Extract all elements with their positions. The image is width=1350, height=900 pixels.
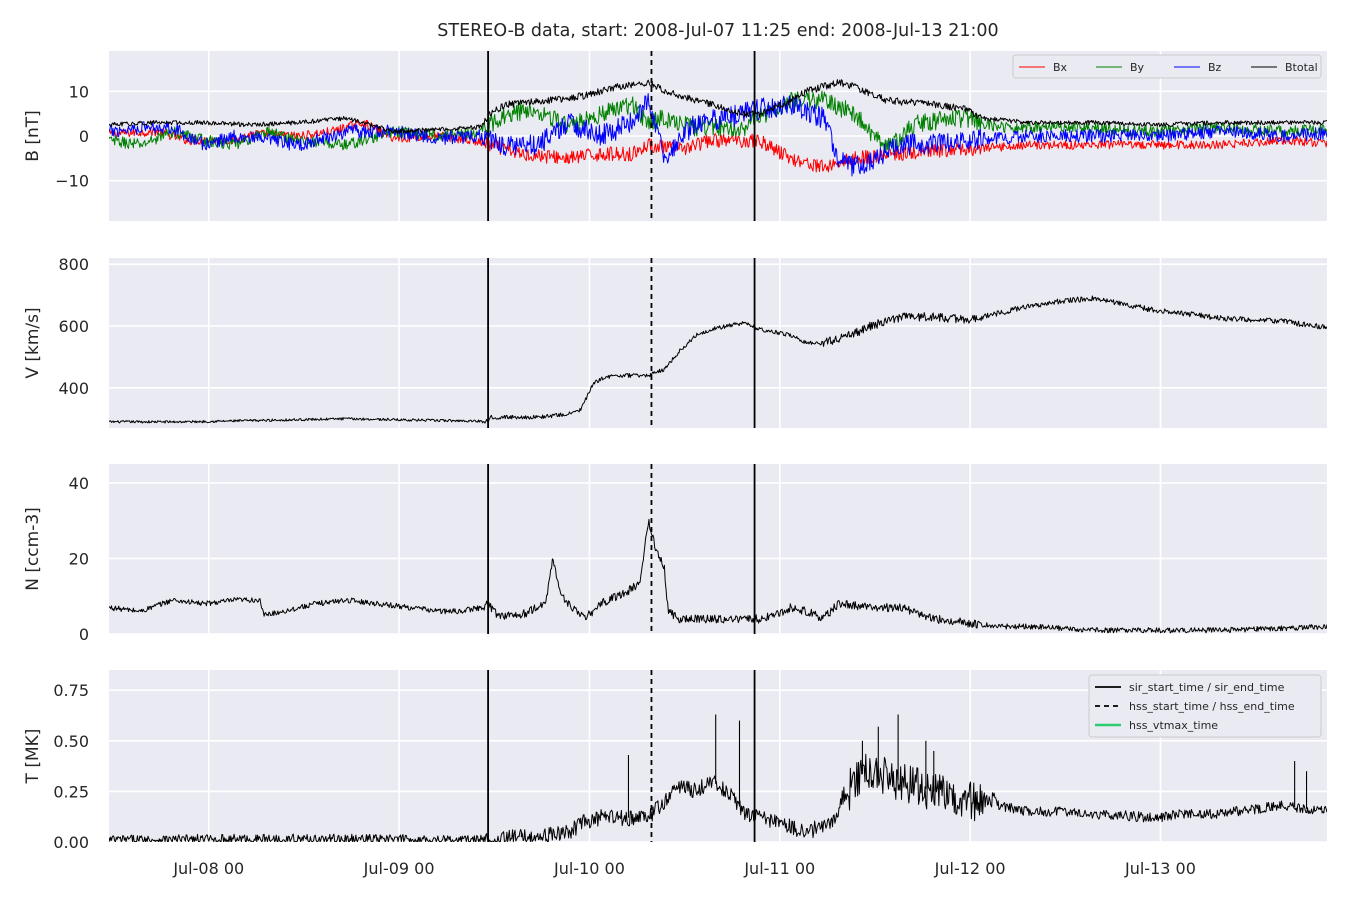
y-tick-label: 10 — [69, 82, 89, 101]
y-axis-label: B [nT] — [23, 110, 43, 162]
y-tick-label: 0.50 — [53, 732, 89, 751]
legend-box — [1012, 54, 1322, 79]
y-tick-label: 0 — [79, 127, 89, 146]
series-line-bz — [109, 93, 1327, 177]
legend-label: hss_start_time / hss_end_time — [1129, 700, 1295, 713]
y-tick-label: 0.75 — [53, 681, 89, 700]
x-tick-label: Jul-11 00 — [743, 859, 815, 878]
series-group — [109, 295, 1327, 424]
y-tick-label: 600 — [58, 317, 89, 336]
legend-label: By — [1130, 61, 1145, 74]
x-tick-label: Jul-08 00 — [172, 859, 244, 878]
series-line-btotal — [109, 79, 1327, 134]
plot-background — [109, 258, 1327, 428]
series-line-t — [109, 753, 1327, 842]
y-tick-label: 800 — [58, 255, 89, 274]
y-tick-label: 400 — [58, 379, 89, 398]
series-group — [109, 518, 1327, 634]
y-axis-label: V [km/s] — [23, 307, 43, 378]
legend-label: hss_vtmax_time — [1129, 719, 1218, 732]
series-line-n — [109, 518, 1327, 634]
series-group — [109, 714, 1327, 842]
chart-title: STEREO-B data, start: 2008-Jul-07 11:25 … — [437, 21, 998, 41]
y-tick-label: 40 — [69, 474, 89, 493]
legend-label: Btotal — [1285, 61, 1318, 74]
series-group — [109, 79, 1327, 177]
x-tick-label: Jul-09 00 — [363, 859, 435, 878]
x-tick-label: Jul-12 00 — [934, 859, 1006, 878]
panel-V: 400 600 800 V [km/s] — [23, 255, 1327, 428]
x-tick-label: Jul-13 00 — [1124, 859, 1196, 878]
legend-label: Bz — [1208, 61, 1222, 74]
plot-background — [109, 464, 1327, 634]
y-axis-label: T [MK] — [23, 729, 43, 785]
legend-t: sir_start_time / sir_end_time hss_start_t… — [1088, 674, 1322, 738]
panel-B: −10 0 10 B [nT] Bx By Bz Btotal — [23, 51, 1327, 221]
legend-label: Bx — [1053, 61, 1068, 74]
series-line-v — [109, 295, 1327, 424]
legend-box — [1088, 674, 1322, 738]
y-tick-label: 0 — [79, 625, 89, 644]
legend-label: sir_start_time / sir_end_time — [1129, 681, 1285, 694]
y-tick-label: 20 — [69, 549, 89, 568]
series-line-bx — [109, 119, 1327, 173]
y-axis-label: N [ccm-3] — [23, 507, 43, 591]
panel-N: 0 20 40 N [ccm-3] — [23, 464, 1327, 644]
y-tick-label: −10 — [55, 172, 89, 191]
y-tick-label: 0.25 — [53, 782, 89, 801]
panel-T: 0.00 0.25 0.50 0.75 T [MK] Jul-08 00 Jul-09 00… — [23, 670, 1327, 878]
y-tick-label: 0.00 — [53, 833, 89, 852]
legend-b: Bx By Bz Btotal — [1012, 54, 1322, 79]
x-tick-label: Jul-10 00 — [553, 859, 625, 878]
